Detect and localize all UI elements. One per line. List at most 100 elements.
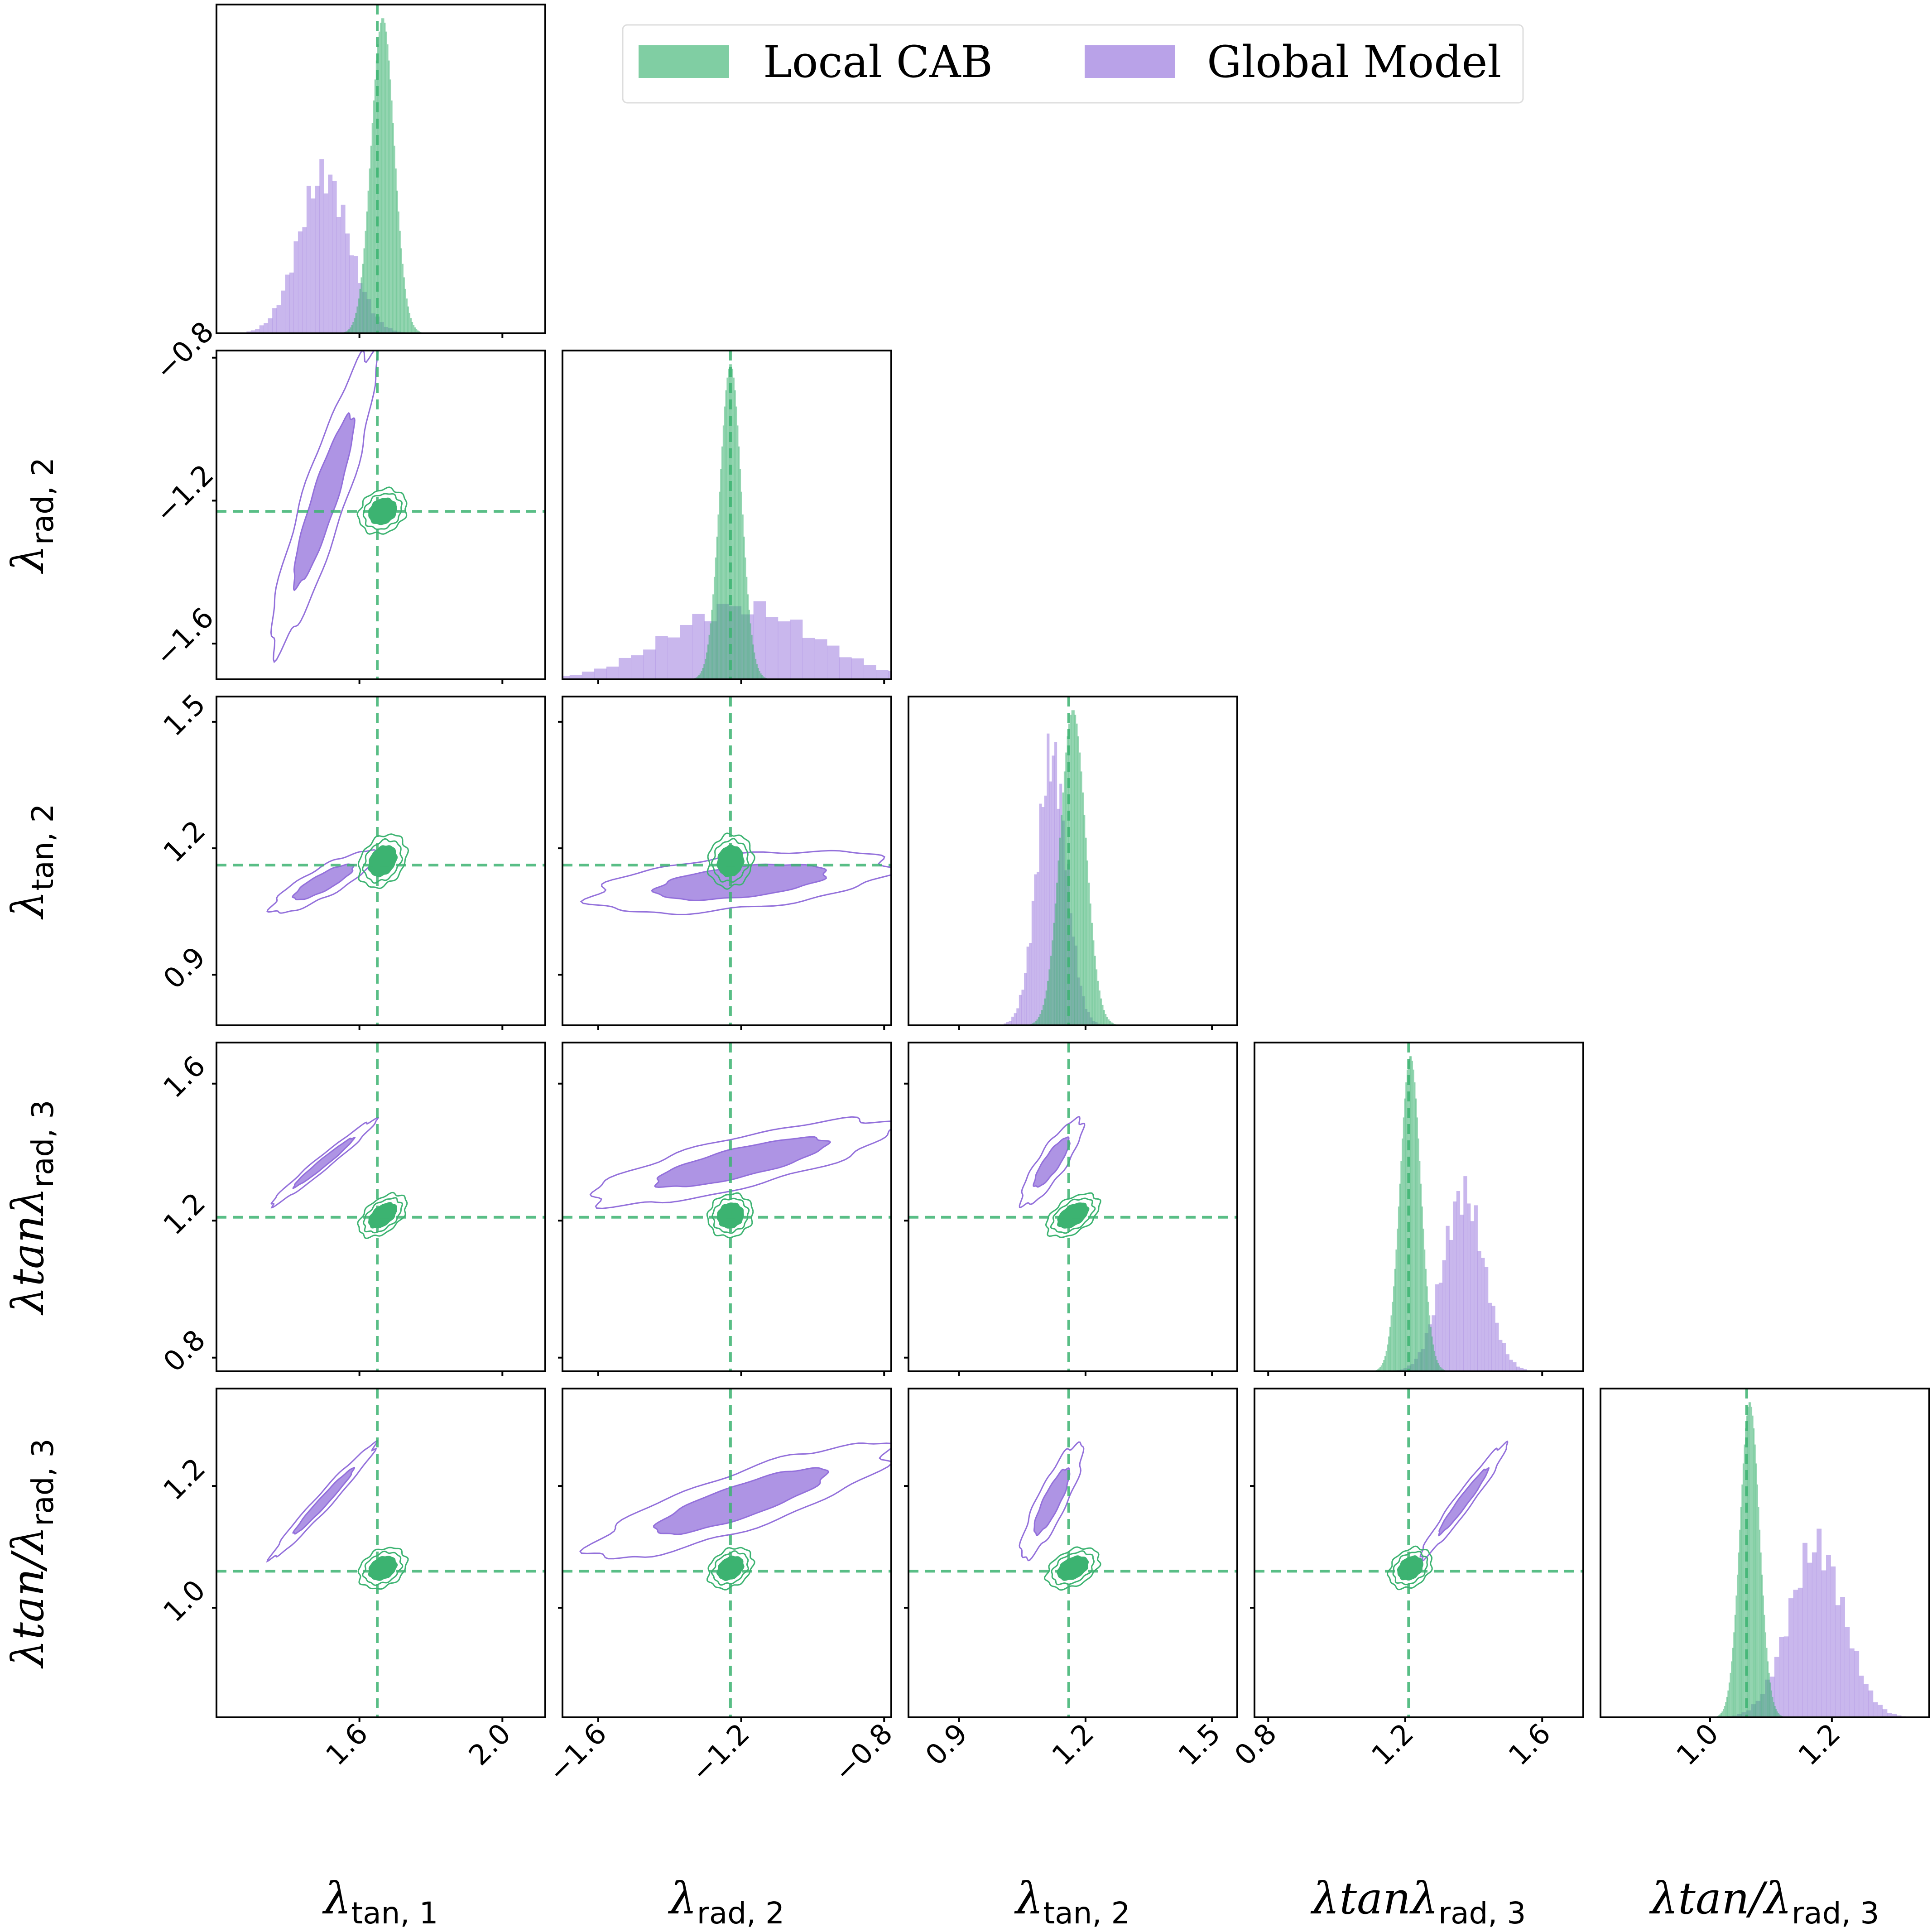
- hist-bar-global: [594, 668, 607, 679]
- hist-bar-global: [643, 649, 656, 679]
- hist-bar-global: [1831, 1566, 1836, 1717]
- contours: [1019, 1441, 1101, 1591]
- hist-bar-local: [1435, 1356, 1437, 1371]
- hist-bar-global: [1449, 1240, 1453, 1371]
- hist-bar-local: [1724, 1706, 1725, 1717]
- hist-bar-local: [1057, 860, 1060, 1025]
- x-axis-label-2: λtan, 2: [1014, 1873, 1130, 1931]
- hist-bar-global: [1021, 990, 1024, 1025]
- panel-diag-0: [216, 4, 546, 334]
- hist-bar-local: [1752, 1415, 1754, 1717]
- hist-bar-local: [696, 677, 697, 679]
- hist-bar-global: [1452, 1201, 1457, 1371]
- hist-bar-local: [734, 390, 736, 679]
- hist-bar-local: [381, 18, 383, 334]
- hist-bar-local: [1103, 1010, 1105, 1025]
- contour-2sigma-global: [579, 1442, 891, 1560]
- hist-bar-global: [1463, 1176, 1467, 1371]
- hist-bar-local: [1085, 837, 1087, 1025]
- hist-bar-local: [1764, 1632, 1767, 1717]
- panel-frame: [216, 350, 546, 680]
- x-tick-label: 1.2: [1792, 1717, 1846, 1772]
- hist-bar-global: [328, 174, 333, 333]
- hist-bar-global: [285, 274, 290, 333]
- hist-bar-local: [1735, 1596, 1737, 1717]
- hist-bar-global: [259, 325, 264, 333]
- hist-bar-local: [1424, 1250, 1426, 1371]
- hist-bar-local: [757, 668, 759, 679]
- x-tick-label: 1.6: [319, 1717, 374, 1772]
- hist-bar-local: [707, 644, 709, 679]
- hist-bar-local: [1086, 860, 1089, 1025]
- hist-bar-global: [1519, 1368, 1524, 1371]
- hist-bar-local: [407, 306, 409, 333]
- contour-1sigma-local: [368, 1556, 398, 1581]
- hist-bar-global: [336, 216, 341, 333]
- hist-bar-local: [399, 231, 401, 333]
- hist-bar-local: [389, 79, 391, 333]
- panel-frame: [562, 1042, 892, 1372]
- hist-bar-local: [755, 658, 757, 679]
- y-tick-label: 1.2: [157, 814, 211, 869]
- hist-bar-local: [1044, 998, 1046, 1025]
- hist-bar-local: [756, 664, 758, 679]
- panel-frame: [1254, 1388, 1584, 1718]
- hist-bar-local: [713, 577, 716, 679]
- hist-bar-global: [655, 636, 668, 679]
- contour-mid-local: [361, 838, 404, 884]
- hist-bar-local: [1762, 1596, 1764, 1717]
- hist-bar-local: [413, 325, 415, 333]
- hist-bar-local: [1721, 1711, 1723, 1717]
- hist-bar-global: [323, 193, 328, 333]
- contours: [589, 1116, 891, 1239]
- hist-bar-local: [1070, 715, 1072, 1025]
- y-tick-label: 1.2: [157, 1186, 211, 1241]
- hist-bar-local: [1109, 1021, 1111, 1025]
- contour-2sigma-global: [266, 1439, 379, 1563]
- hist-bar-local: [745, 557, 746, 679]
- hist-bar-local: [1754, 1444, 1756, 1717]
- hist-bar-local: [717, 514, 719, 679]
- hist-bar-local: [735, 406, 737, 679]
- hist-bar-global: [827, 645, 840, 679]
- hist-bar-global: [1004, 1023, 1007, 1025]
- hist-bar-local: [708, 634, 710, 679]
- hist-bar-global: [1812, 1552, 1817, 1717]
- hist-bar-local: [1427, 1302, 1429, 1371]
- hist-bar-local: [1728, 1682, 1730, 1717]
- legend-frame: [622, 24, 1524, 104]
- hist-bar-local: [705, 658, 706, 679]
- hist-bar-global: [1456, 1191, 1461, 1371]
- contour-2sigma-global: [270, 1117, 380, 1209]
- panel-3-0: [216, 1042, 546, 1372]
- hist-bar-global: [311, 198, 316, 333]
- hist-bar-local: [414, 327, 416, 333]
- hist-bar-local: [1739, 1529, 1741, 1717]
- hist-bar-local: [1050, 956, 1052, 1025]
- hist-bar-local: [1385, 1350, 1387, 1371]
- panel-4-2: [908, 1388, 1238, 1718]
- hist-bar-global: [619, 658, 631, 679]
- hist-bar-local: [1741, 1484, 1743, 1717]
- hist-bar-local: [1778, 1714, 1781, 1717]
- hist-bar-local: [348, 329, 350, 333]
- hist-bar-local: [1039, 1014, 1042, 1025]
- contour-mid-local: [1051, 1550, 1095, 1586]
- hist-bar-global: [1442, 1260, 1446, 1371]
- hist-bar-global: [1016, 1008, 1019, 1025]
- hist-bar-global: [1477, 1251, 1481, 1371]
- hist-bar-local: [1380, 1365, 1382, 1371]
- panel-frame: [216, 1388, 546, 1718]
- legend-label-global: Global Model: [1207, 37, 1501, 87]
- hist-bar-local: [728, 369, 730, 679]
- hist-bar-global: [1513, 1362, 1517, 1371]
- hist-bar-local: [1035, 1021, 1037, 1025]
- hist-bar-local: [1382, 1363, 1384, 1371]
- hist-bar-local: [374, 79, 376, 333]
- hist-bar-local: [359, 288, 361, 333]
- hist-bar-local: [1773, 1702, 1775, 1717]
- hist-bar-local: [762, 676, 764, 679]
- hist-bar-local: [701, 671, 702, 679]
- hist-bar-global: [1034, 874, 1037, 1025]
